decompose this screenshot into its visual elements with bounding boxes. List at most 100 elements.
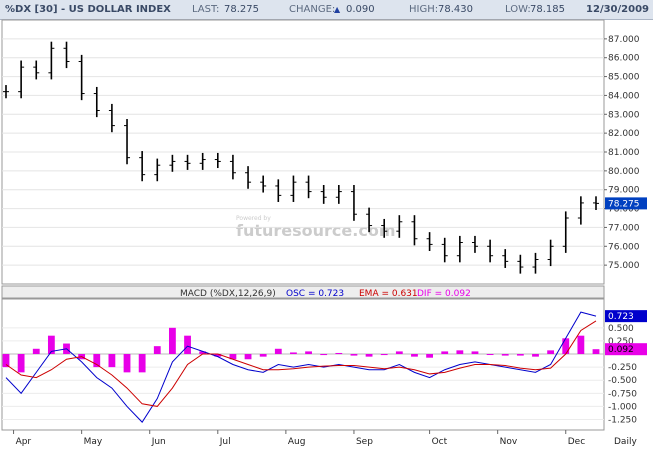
macd-dif-bar — [138, 354, 146, 373]
macd-dif-bar — [229, 354, 237, 360]
macd-dif-bar — [501, 354, 509, 356]
dif-value-label: 0.092 — [608, 345, 634, 355]
macd-dif-bar — [244, 354, 252, 360]
macd-tick-label: 0.250 — [608, 337, 634, 347]
macd-frame — [1, 298, 605, 431]
price-tick-label: 80.000 — [608, 167, 640, 177]
symbol-title: %DX [30] - US DOLLAR INDEX — [5, 4, 171, 15]
macd-dif-bar — [562, 338, 570, 355]
month-label: Aug — [288, 437, 306, 447]
chart-date: 12/30/2009 — [586, 4, 649, 15]
macd-dif-bar — [123, 354, 131, 373]
macd-dif-bar — [108, 354, 116, 368]
macd-dif-bar — [199, 351, 207, 355]
macd-dif-bar — [93, 354, 101, 368]
macd-dif-bar — [335, 352, 343, 355]
change-label: CHANGE: — [289, 4, 336, 15]
macd-dif-bar — [320, 354, 328, 356]
macd-dif-bar — [486, 354, 494, 356]
osc-value-label: 0.723 — [608, 312, 634, 322]
macd-dif-bar — [32, 348, 40, 355]
change-up-icon: ▲ — [334, 5, 341, 14]
macd-dif-bar — [532, 354, 539, 357]
low-label: LOW: — [505, 4, 531, 15]
month-label: Jul — [219, 437, 231, 447]
high-value: 78.430 — [438, 4, 473, 15]
macd-dif-bar — [17, 354, 25, 373]
macd-legend-dif: DIF = 0.092 — [417, 289, 471, 299]
macd-dif-bar — [516, 354, 524, 356]
last-value: 78.275 — [224, 4, 259, 15]
macd-tick-label: -1.000 — [608, 402, 637, 412]
macd-legend-osc: OSC = 0.723 — [286, 289, 344, 299]
macd-tick-label: 0.500 — [608, 324, 634, 334]
month-label: Daily — [614, 437, 637, 447]
month-label: Apr — [16, 437, 32, 447]
macd-dif-bar — [214, 354, 222, 357]
price-tick-label: 77.000 — [608, 223, 640, 233]
price-tick-label: 78.000 — [608, 205, 640, 215]
macd-dif-bar — [305, 351, 312, 355]
price-tick-label: 79.000 — [608, 186, 640, 196]
month-label: Oct — [432, 437, 448, 447]
macd-dif-bar — [441, 351, 449, 355]
macd-dif-bar — [395, 351, 403, 355]
macd-dif-bar — [184, 335, 191, 355]
macd-dif-bar — [47, 335, 55, 355]
macd-title: MACD (%DX,12,26,9) — [180, 289, 276, 299]
low-value: 78.185 — [530, 4, 565, 15]
month-label: Dec — [568, 437, 585, 447]
macd-dif-bar — [577, 335, 585, 355]
price-tick-label: 81.000 — [608, 148, 640, 158]
macd-legend-ema: EMA = 0.631 — [359, 289, 418, 299]
last-value-box — [605, 197, 647, 210]
macd-tick-label: -0.500 — [608, 376, 637, 386]
macd-panel: MACD (%DX,12,26,9) OSC = 0.723 EMA = 0.631… — [1, 285, 647, 431]
price-tick-label: 87.000 — [608, 35, 640, 45]
macd-dif-bar — [547, 350, 555, 355]
watermark-powered-by: Powered by — [236, 215, 271, 222]
macd-dif-bar — [380, 354, 388, 356]
macd-dif-bar — [365, 354, 373, 357]
chart-header: %DX [30] - US DOLLAR INDEX LAST: 78.275 … — [0, 0, 653, 20]
macd-dif-bar — [471, 351, 479, 355]
month-label: Nov — [500, 437, 518, 447]
macd-tick-label: -0.750 — [608, 389, 637, 399]
price-tick-label: 84.000 — [608, 91, 640, 101]
price-tick-label: 83.000 — [608, 110, 640, 120]
price-tick-label: 75.000 — [608, 261, 640, 271]
macd-dif-bar — [426, 354, 433, 358]
macd-osc-line — [5, 311, 597, 423]
price-tick-label: 85.000 — [608, 73, 640, 83]
macd-title-bar — [1, 285, 605, 299]
macd-dif-bar — [411, 354, 418, 357]
price-tick-label: 82.000 — [608, 129, 640, 139]
macd-dif-bar — [2, 354, 10, 368]
x-axis: Apr May Jun Jul Aug Sep Oct Nov Dec Daily — [13, 430, 637, 447]
macd-dif-bar — [259, 354, 267, 357]
macd-dif-bar — [592, 349, 600, 355]
osc-value-box — [605, 310, 647, 323]
price-tick-label: 86.000 — [608, 54, 640, 64]
macd-dif-bar — [153, 346, 161, 355]
macd-dif-bar — [456, 350, 464, 355]
last-label: LAST: — [192, 4, 220, 15]
dif-value-box — [605, 343, 647, 356]
last-value-label: 78.275 — [608, 199, 640, 209]
month-label: Sep — [356, 437, 373, 447]
macd-dif-bar — [290, 352, 297, 355]
high-label: HIGH: — [409, 4, 439, 15]
month-label: May — [84, 437, 103, 447]
macd-dif-bar — [350, 354, 358, 356]
month-label: Jun — [151, 437, 166, 447]
macd-ema-line — [5, 320, 597, 407]
macd-tick-label: -0.250 — [608, 363, 637, 373]
macd-dif-bar — [169, 327, 176, 355]
change-value: 0.090 — [346, 4, 375, 15]
macd-dif-bar — [274, 348, 282, 355]
price-tick-label: 76.000 — [608, 242, 640, 252]
watermark-brand: futuresource.com — [236, 221, 396, 240]
